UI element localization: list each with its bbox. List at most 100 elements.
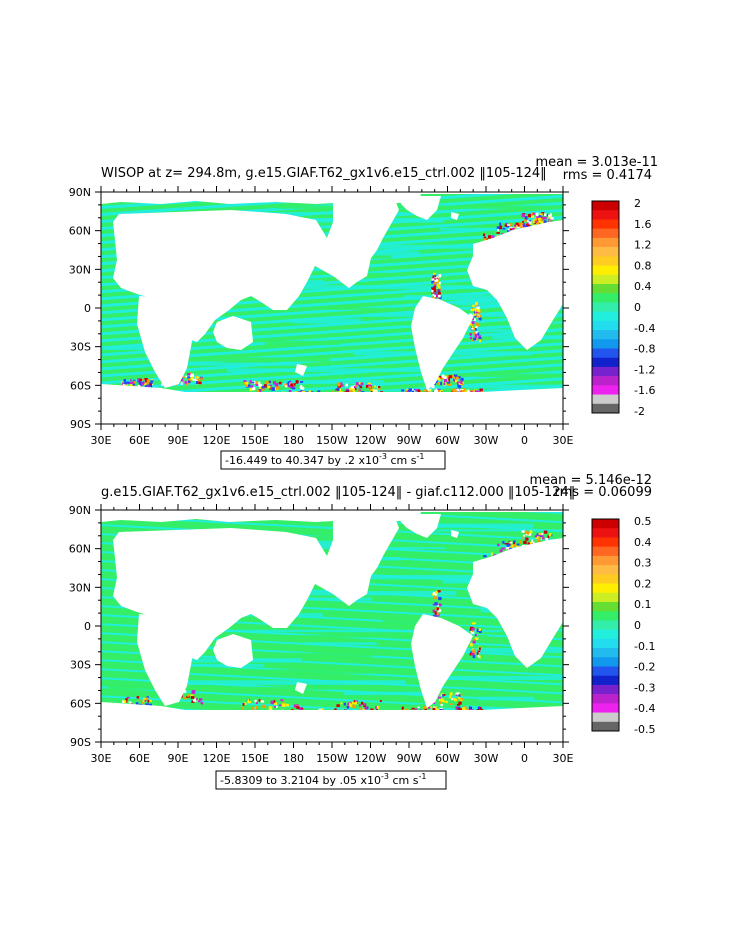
noise-cell bbox=[441, 374, 445, 378]
colorbar-swatch bbox=[592, 583, 619, 594]
noise-cell bbox=[150, 385, 153, 389]
colorbar-label-2: 0.3 bbox=[634, 557, 652, 570]
ocean-band bbox=[477, 373, 554, 378]
noise-cell bbox=[434, 278, 438, 282]
noise-cell bbox=[437, 285, 441, 289]
noise-cell bbox=[284, 383, 288, 387]
colorbar-label-1: 1.6 bbox=[634, 218, 652, 231]
noise-cell bbox=[147, 699, 150, 703]
x-tick-label-6: 150W bbox=[316, 752, 348, 765]
panel-2-range-units-exp: -1 bbox=[418, 772, 426, 781]
noise-cell bbox=[438, 289, 441, 293]
noise-cell bbox=[523, 223, 525, 226]
noise-cell bbox=[432, 603, 436, 606]
noise-cell bbox=[471, 622, 475, 625]
noise-cell bbox=[522, 534, 525, 537]
noise-cell bbox=[472, 649, 475, 653]
panel-2-range-units: cm s bbox=[389, 774, 419, 787]
colorbar-swatch bbox=[592, 638, 619, 649]
noise-cell bbox=[437, 590, 439, 593]
colorbar-label-0: 2 bbox=[634, 197, 641, 210]
noise-cell bbox=[352, 704, 355, 709]
colorbar-swatch bbox=[592, 219, 619, 229]
noise-cell bbox=[478, 655, 481, 659]
noise-cell bbox=[437, 382, 440, 385]
noise-cell bbox=[449, 695, 452, 699]
noise-cell bbox=[435, 389, 438, 393]
ocean-band bbox=[462, 384, 563, 389]
noise-cell bbox=[455, 376, 459, 380]
noise-cell bbox=[527, 542, 532, 546]
noise-cell bbox=[358, 389, 362, 392]
colorbar-swatch bbox=[592, 256, 619, 266]
noise-cell bbox=[359, 704, 362, 707]
noise-cell bbox=[525, 537, 529, 541]
noise-cell bbox=[448, 383, 452, 386]
land-mass bbox=[451, 212, 459, 220]
noise-cell bbox=[479, 390, 484, 393]
colorbar-label-5: 0 bbox=[634, 619, 641, 632]
noise-cell bbox=[284, 385, 288, 388]
noise-cell bbox=[144, 378, 148, 381]
y-tick-label-2: 30N bbox=[69, 581, 91, 594]
noise-cell bbox=[431, 278, 434, 282]
noise-cell bbox=[141, 378, 145, 381]
noise-cell bbox=[412, 388, 416, 391]
noise-cell bbox=[438, 375, 442, 380]
noise-cell bbox=[470, 642, 473, 647]
land-mass bbox=[101, 702, 563, 722]
noise-cell bbox=[506, 230, 510, 232]
noise-cell bbox=[140, 382, 144, 386]
colorbar-label-4: 0.4 bbox=[634, 280, 652, 293]
noise-cell bbox=[146, 381, 149, 385]
noise-cell bbox=[475, 331, 479, 334]
noise-cell bbox=[477, 650, 481, 653]
x-tick-label-12: 30E bbox=[553, 434, 574, 447]
noise-cell bbox=[187, 376, 191, 379]
noise-cell bbox=[451, 698, 454, 701]
noise-cell bbox=[273, 381, 276, 385]
noise-cell bbox=[350, 385, 354, 389]
noise-cell bbox=[275, 705, 278, 708]
noise-cell bbox=[496, 226, 499, 230]
noise-cell bbox=[469, 313, 473, 316]
noise-cell bbox=[534, 535, 538, 538]
noise-cell bbox=[517, 224, 520, 228]
noise-cell bbox=[369, 388, 373, 392]
noise-cell bbox=[290, 383, 294, 387]
land-mass bbox=[137, 614, 193, 706]
noise-cell bbox=[432, 275, 435, 279]
noise-cell bbox=[370, 708, 374, 712]
noise-cell bbox=[368, 386, 372, 389]
noise-cell bbox=[145, 703, 149, 707]
noise-cell bbox=[411, 390, 415, 394]
land-mass bbox=[101, 710, 563, 742]
noise-cell bbox=[531, 539, 534, 543]
land-mass bbox=[557, 220, 563, 304]
noise-cell bbox=[198, 698, 203, 701]
noise-cell bbox=[526, 221, 531, 225]
noise-cell bbox=[274, 705, 276, 708]
noise-cell bbox=[447, 375, 451, 378]
colorbar-swatch bbox=[592, 237, 619, 248]
noise-cell bbox=[349, 704, 353, 707]
noise-cell bbox=[379, 700, 382, 703]
noise-cell bbox=[538, 533, 542, 535]
noise-cell bbox=[139, 378, 142, 382]
noise-cell bbox=[496, 231, 500, 234]
noise-cell bbox=[245, 381, 249, 385]
noise-cell bbox=[454, 698, 458, 702]
x-tick-label-7: 120W bbox=[355, 752, 387, 765]
land-mass bbox=[467, 538, 563, 668]
colorbar-label-7: -0.8 bbox=[634, 343, 655, 356]
noise-cell bbox=[347, 702, 352, 706]
noise-cell bbox=[434, 596, 437, 600]
noise-cell bbox=[337, 382, 341, 387]
noise-cell bbox=[274, 702, 278, 706]
noise-cell bbox=[434, 277, 437, 280]
noise-cell bbox=[504, 542, 509, 545]
ocean-band bbox=[454, 300, 563, 306]
noise-cell bbox=[256, 389, 260, 393]
noise-cell bbox=[464, 706, 467, 710]
colorbar-label-1: 0.4 bbox=[634, 536, 652, 549]
